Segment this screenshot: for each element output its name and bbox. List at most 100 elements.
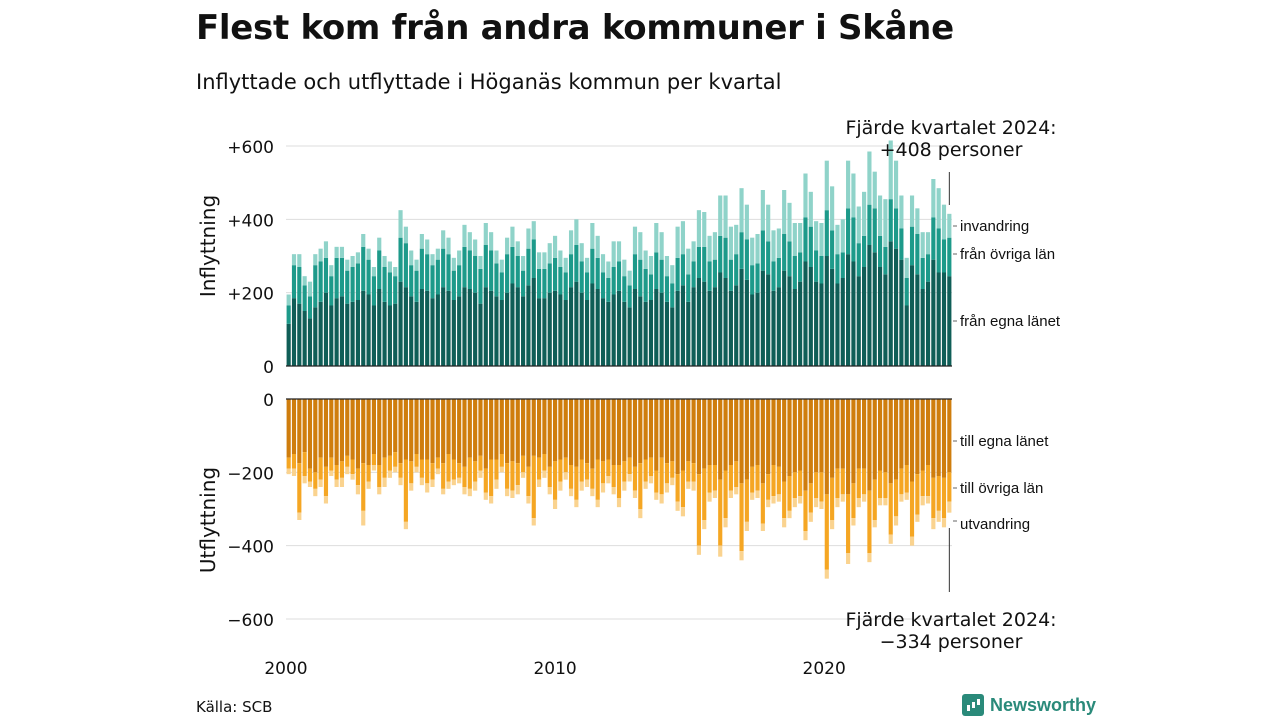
bar-inflow-own xyxy=(920,289,925,366)
bar-outflow-own xyxy=(584,399,590,464)
bar-inflow-own xyxy=(286,323,291,366)
bar-inflow-other xyxy=(771,261,776,291)
bar-inflow-own xyxy=(409,296,414,366)
bar-inflow-other xyxy=(286,305,291,324)
bar-outflow-other xyxy=(387,455,392,471)
bar-inflow-other xyxy=(760,230,765,271)
bar-outflow-other xyxy=(355,468,361,486)
bar-inflow-abroad xyxy=(483,223,488,245)
bar-outflow-own xyxy=(552,399,558,462)
bar-outflow-other xyxy=(931,477,936,519)
bar-inflow-other xyxy=(840,252,845,278)
bar-outflow-abroad xyxy=(606,476,611,484)
bar-outflow-other xyxy=(846,494,851,553)
bar-inflow-abroad xyxy=(803,173,808,218)
bar-outflow-other xyxy=(627,457,632,475)
bar-inflow-abroad xyxy=(936,188,941,229)
bar-outflow-own xyxy=(387,399,392,456)
bar-inflow-own xyxy=(696,278,701,366)
bar-inflow-other xyxy=(558,267,563,295)
bar-inflow-abroad xyxy=(675,226,680,258)
bar-inflow-other xyxy=(819,256,824,284)
bar-inflow-own xyxy=(771,290,776,366)
bar-inflow-own xyxy=(862,267,867,366)
bar-outflow-abroad xyxy=(909,536,915,546)
bar-inflow-own xyxy=(361,290,366,366)
bar-outflow-abroad xyxy=(334,479,339,487)
bar-outflow-other xyxy=(606,459,611,476)
bar-inflow-abroad xyxy=(846,160,851,209)
bar-outflow-abroad xyxy=(568,488,574,497)
bar-inflow-other xyxy=(808,226,813,267)
bar-inflow-own xyxy=(750,294,755,366)
bar-outflow-own xyxy=(883,399,888,473)
bar-outflow-abroad xyxy=(766,499,771,508)
annotation-bottom-line2: −334 personer xyxy=(880,631,1023,653)
bar-inflow-abroad xyxy=(584,257,590,273)
bar-outflow-own xyxy=(808,399,813,484)
bar-inflow-abroad xyxy=(638,232,643,260)
bar-outflow-abroad xyxy=(430,479,435,487)
bar-outflow-other xyxy=(584,463,590,480)
bar-inflow-abroad xyxy=(707,235,712,262)
bar-inflow-own xyxy=(734,285,739,366)
bar-inflow-other xyxy=(814,250,819,282)
bar-inflow-other xyxy=(824,210,829,256)
bar-outflow-other xyxy=(393,452,398,467)
bar-outflow-own xyxy=(510,399,515,462)
bar-inflow-own xyxy=(414,301,419,366)
bar-outflow-abroad xyxy=(803,531,808,541)
bar-outflow-own xyxy=(329,399,334,458)
bar-outflow-other xyxy=(638,463,643,509)
bar-inflow-other xyxy=(798,252,803,282)
y-label-outflow: Utflyttning xyxy=(196,467,220,573)
bar-outflow-other xyxy=(819,472,824,502)
bar-outflow-own xyxy=(648,399,654,458)
bar-inflow-own xyxy=(648,300,654,366)
bar-outflow-own xyxy=(670,399,675,462)
bar-inflow-abroad xyxy=(414,259,419,271)
bar-inflow-own xyxy=(686,301,691,366)
bar-inflow-own xyxy=(323,292,329,366)
bar-outflow-other xyxy=(920,470,925,497)
bar-outflow-other xyxy=(291,454,297,469)
newsworthy-logo-icon xyxy=(962,694,984,716)
bar-inflow-abroad xyxy=(371,267,376,277)
bar-outflow-other xyxy=(947,472,952,502)
bar-outflow-own xyxy=(835,399,840,469)
bar-inflow-abroad xyxy=(499,259,504,273)
bar-inflow-abroad xyxy=(579,243,584,262)
bar-inflow-other xyxy=(739,232,744,269)
bar-inflow-abroad xyxy=(537,252,542,269)
bar-inflow-own xyxy=(893,248,899,366)
bar-outflow-own xyxy=(483,399,488,469)
bar-inflow-own xyxy=(739,268,744,366)
bar-inflow-other xyxy=(877,235,883,267)
bar-inflow-abroad xyxy=(622,259,627,277)
bar-inflow-abroad xyxy=(739,188,744,233)
bar-outflow-own xyxy=(467,399,472,458)
bar-outflow-other xyxy=(510,461,515,491)
bar-outflow-other xyxy=(505,463,510,489)
bar-outflow-own xyxy=(819,399,824,473)
bar-inflow-abroad xyxy=(824,160,829,211)
bar-inflow-other xyxy=(531,239,536,278)
bar-inflow-other xyxy=(371,276,376,306)
bar-inflow-other xyxy=(755,263,760,293)
bar-inflow-other xyxy=(579,261,584,293)
bar-inflow-abroad xyxy=(521,256,526,271)
bar-outflow-own xyxy=(542,399,547,454)
bar-outflow-abroad xyxy=(819,501,824,509)
bar-outflow-own xyxy=(366,399,371,465)
bar-outflow-abroad xyxy=(638,509,643,519)
bar-outflow-own xyxy=(409,399,414,462)
bar-inflow-own xyxy=(872,252,877,366)
bar-inflow-own xyxy=(803,261,808,366)
bar-outflow-own xyxy=(558,399,563,460)
bar-outflow-abroad xyxy=(739,551,744,561)
y-tick-label-top: +600 xyxy=(227,138,274,158)
bar-outflow-other xyxy=(899,468,904,495)
bar-inflow-own xyxy=(350,301,355,366)
bar-inflow-abroad xyxy=(419,234,424,249)
bar-inflow-abroad xyxy=(728,226,733,260)
